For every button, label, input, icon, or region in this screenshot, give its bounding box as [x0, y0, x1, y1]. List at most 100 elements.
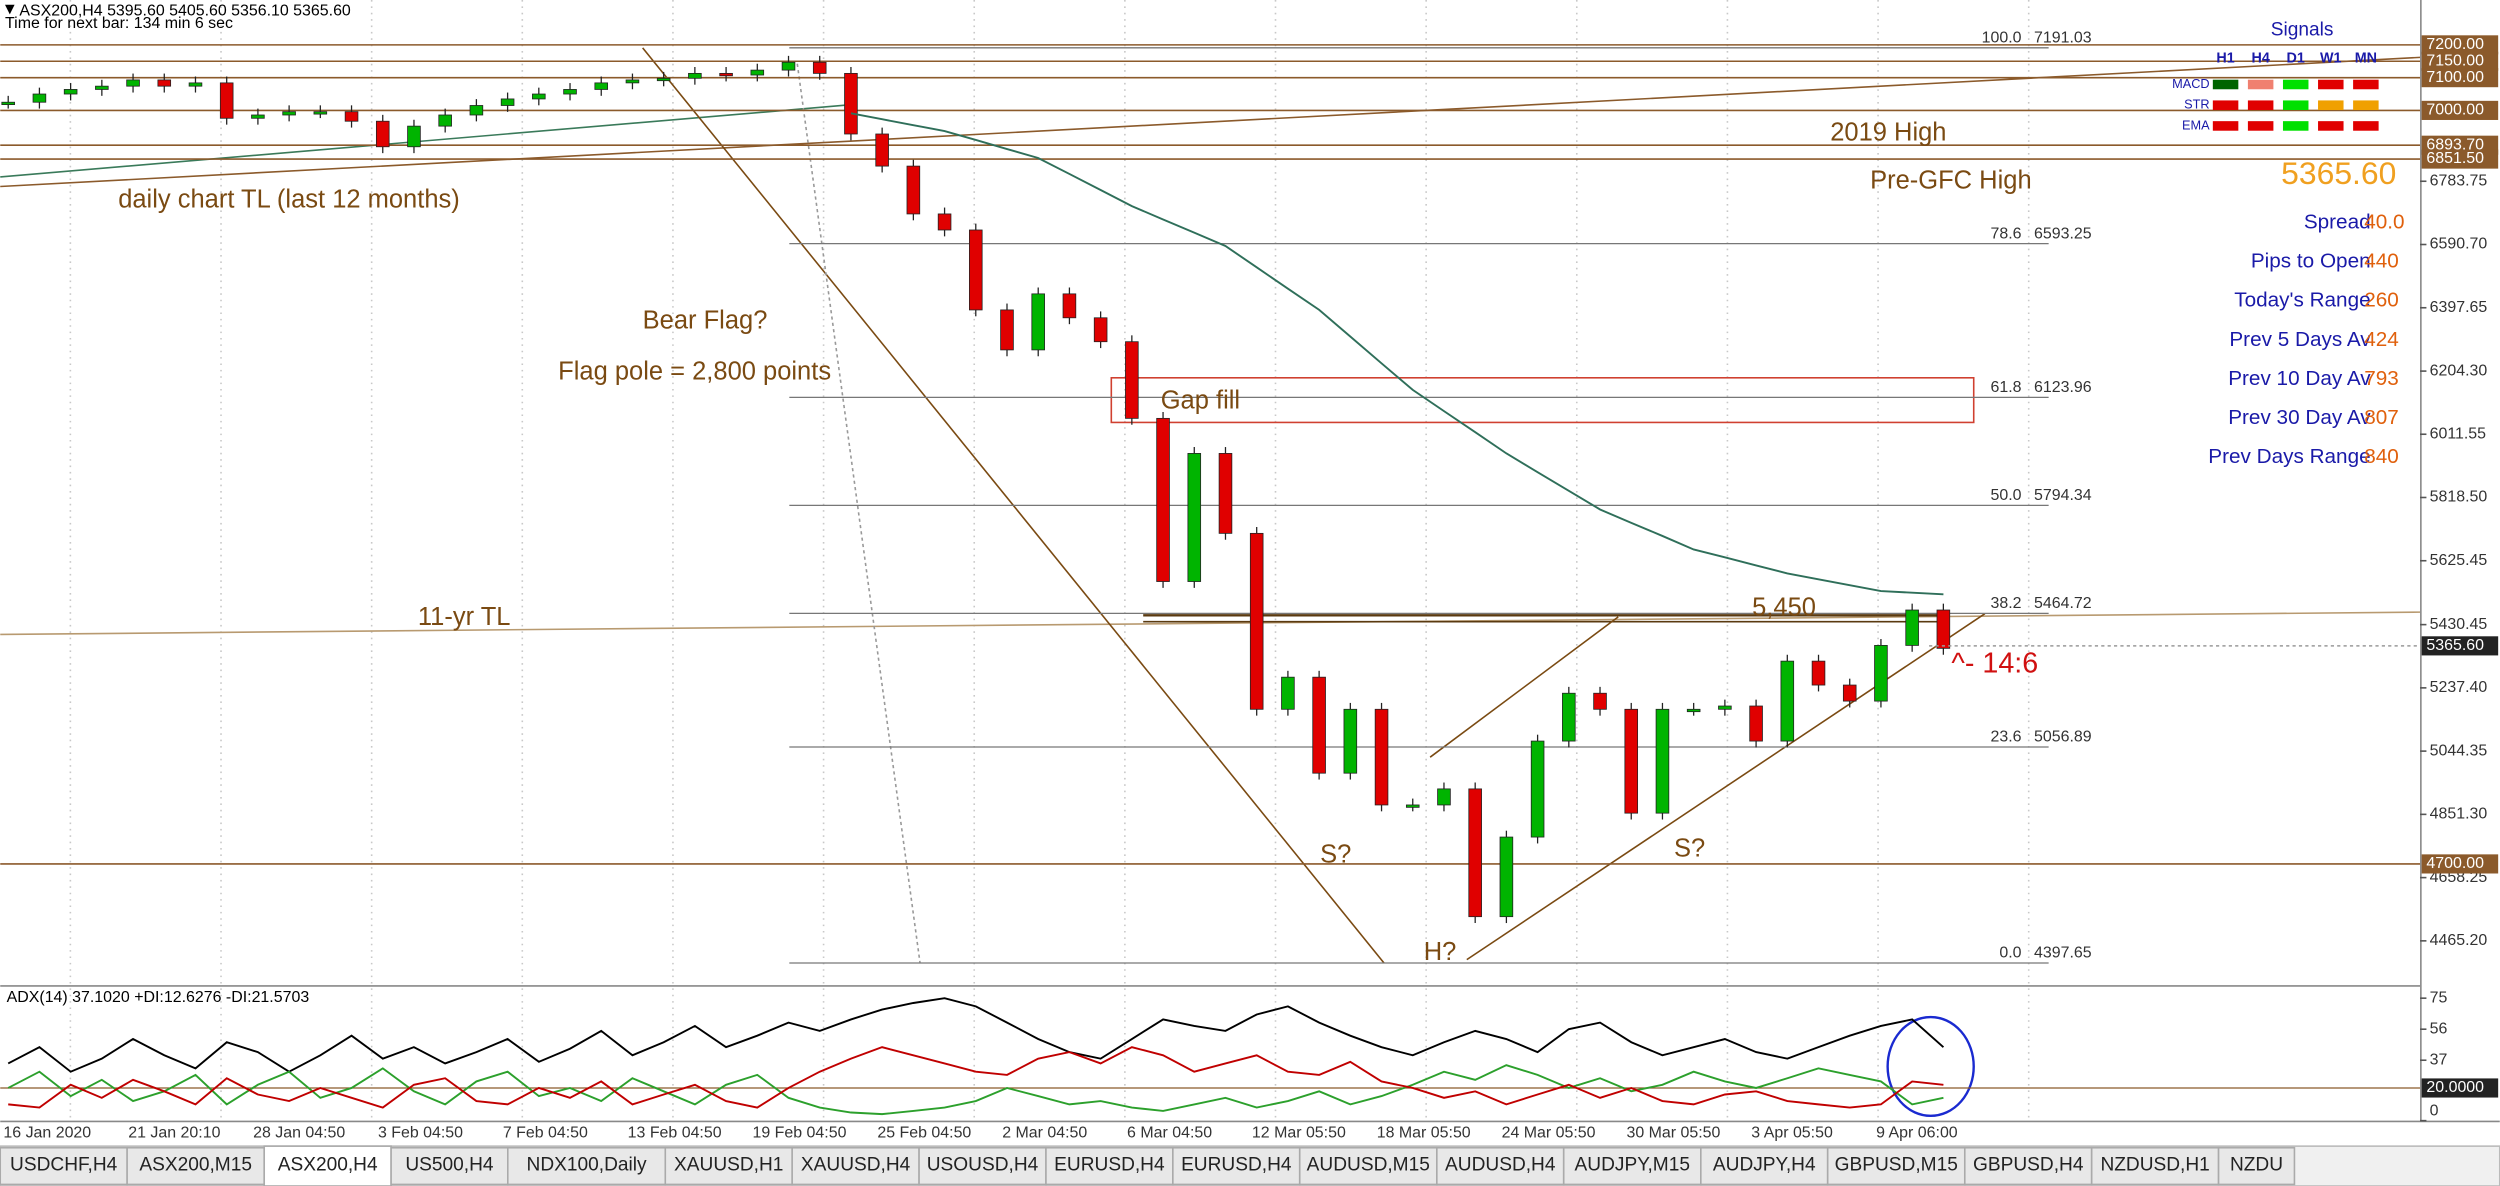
candle [1062, 293, 1077, 319]
y-tick-label: 5818.50 [2430, 489, 2488, 506]
tab-label[interactable]: XAUUSD,H4 [801, 1154, 911, 1175]
tab[interactable] [1562, 1146, 1702, 1186]
tab-label[interactable]: AUDUSD,M15 [1307, 1154, 1430, 1175]
stat-label: Prev Days Range [2208, 445, 2370, 468]
candle [407, 125, 421, 148]
candle [375, 120, 390, 148]
tab[interactable] [1826, 1146, 1966, 1186]
candle [594, 82, 609, 90]
candle [1749, 705, 1763, 742]
signal-row-label: STR [2184, 97, 2210, 112]
signal-column: H1 [2216, 51, 2234, 67]
signal-cell [2353, 100, 2379, 110]
signal-column: D1 [2287, 51, 2305, 67]
candle [563, 89, 577, 95]
candle [625, 79, 640, 84]
candle [532, 93, 546, 100]
candle [1187, 453, 1202, 582]
signal-row-label: EMA [2182, 117, 2210, 132]
annotation: daily chart TL (last 12 months) [118, 186, 460, 214]
tab-label[interactable]: US500,H4 [405, 1154, 494, 1175]
annotation: ^- 14:6 [1951, 647, 2038, 679]
tab[interactable] [1963, 1146, 2093, 1186]
y-tick-label: 4851.30 [2430, 806, 2488, 823]
plot: 16 Jan 2020 21 Jan 20:10 28 Jan 04:50 3 Feb… [0, 29, 2500, 1186]
tab[interactable] [1436, 1146, 1565, 1186]
tab-label[interactable]: EURUSD,H4 [1181, 1154, 1292, 1175]
level-label: 7150.00 [2426, 52, 2484, 69]
indicator-line [7, 1064, 1944, 1116]
signal-cell [2353, 79, 2379, 90]
signal-cell [2318, 121, 2344, 131]
x-tick-label: 25 Feb 04:50 [877, 1125, 971, 1142]
adx-tick-label: 56 [2430, 1020, 2448, 1037]
tab-label[interactable]: NDX100,Daily [527, 1154, 647, 1175]
x-tick-label: 7 Feb 04:50 [503, 1125, 588, 1142]
candle [1437, 788, 1451, 806]
indicator-line [7, 997, 1945, 1073]
candle [844, 72, 858, 135]
candle [344, 111, 359, 122]
fib-level: 61.8 [1991, 379, 2022, 396]
tab-label[interactable]: AUDJPY,H4 [1713, 1154, 1816, 1175]
candle [1842, 684, 1857, 702]
tab[interactable] [0, 1146, 128, 1186]
tab-label[interactable]: NZDU [2230, 1154, 2283, 1175]
fib-price: 6123.96 [2034, 379, 2092, 396]
tab[interactable] [2217, 1146, 2296, 1186]
level-label: 7000.00 [2426, 102, 2484, 119]
annotation: Pre-GFC High [1870, 166, 2032, 194]
tab-label[interactable]: NZDUSD,H1 [2100, 1154, 2209, 1175]
candle [656, 77, 671, 82]
adx-tick-label: 0 [2430, 1102, 2439, 1119]
signal-cell [2212, 79, 2239, 90]
tab-label[interactable]: ASX200,M15 [139, 1154, 252, 1175]
x-tick-label: 12 Mar 05:50 [1252, 1125, 1346, 1142]
tab-label[interactable]: AUDUSD,H4 [1445, 1154, 1556, 1175]
stat-value: 424 [2364, 328, 2399, 351]
tab-label[interactable]: EURUSD,H4 [1054, 1154, 1165, 1175]
tab[interactable] [2090, 1146, 2220, 1186]
x-tick-label: 9 Apr 06:00 [1876, 1125, 1958, 1142]
x-tick-label: 19 Feb 04:50 [753, 1125, 847, 1142]
adx-tick-label: 75 [2430, 989, 2448, 1006]
tab-label[interactable]: AUDJPY,M15 [1575, 1154, 1690, 1175]
tab-label[interactable]: GBPUSD,H4 [1973, 1154, 2084, 1175]
x-tick-label: 28 Jan 04:50 [253, 1125, 345, 1142]
fib-level: 50.0 [1991, 487, 2022, 504]
tab[interactable] [1298, 1146, 1438, 1186]
annotation: Gap fill [1161, 386, 1240, 414]
x-tick-label: 21 Jan 20:10 [128, 1125, 220, 1142]
candle [1686, 708, 1701, 713]
fib-level: 100.0 [1982, 29, 2022, 46]
candle [969, 229, 983, 311]
level-label: 6851.50 [2426, 150, 2484, 167]
candle [1249, 532, 1264, 710]
tab[interactable] [390, 1146, 509, 1186]
candle [1374, 708, 1389, 806]
candle [157, 79, 172, 87]
adx-level-box [2421, 1078, 2499, 1098]
candle [1780, 660, 1795, 742]
tab-label[interactable]: USDCHF,H4 [10, 1154, 118, 1175]
dotted-line [796, 63, 921, 963]
tab-label[interactable]: ASX200,H4 [278, 1154, 378, 1175]
candle [1593, 692, 1607, 710]
indicator-title: ADX(14) 37.1020 +DI:12.6276 -DI:21.5703 [7, 989, 310, 1006]
level-box [2421, 51, 2499, 71]
candle [1562, 692, 1576, 742]
candle [438, 114, 452, 127]
level-box [2421, 100, 2499, 120]
tab-label[interactable]: USOUSD,H4 [927, 1154, 1039, 1175]
chart-title: ASX200,H4 5395.60 5405.60 5356.10 5365.6… [19, 2, 351, 19]
candle [1, 101, 15, 106]
tab[interactable] [1172, 1146, 1301, 1186]
x-tick-label: 6 Mar 04:50 [1127, 1125, 1212, 1142]
x-tick-label: 13 Feb 04:50 [628, 1125, 722, 1142]
tab-label[interactable]: GBPUSD,M15 [1835, 1154, 1958, 1175]
tab[interactable] [664, 1146, 793, 1186]
candle [1499, 836, 1514, 918]
tab-label[interactable]: XAUUSD,H1 [674, 1154, 783, 1175]
wedge-line [1429, 616, 1619, 758]
